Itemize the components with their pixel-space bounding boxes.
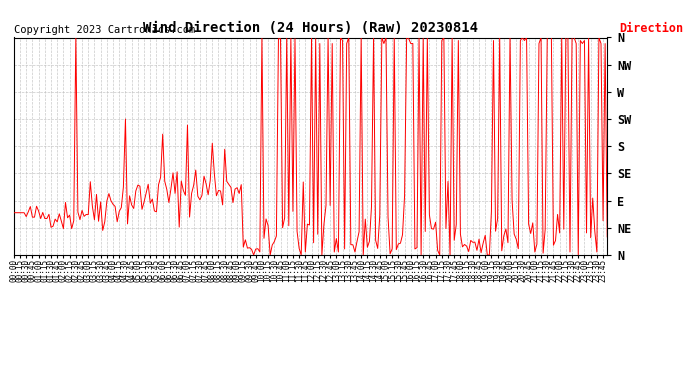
Text: Copyright 2023 Cartronics.com: Copyright 2023 Cartronics.com	[14, 26, 195, 35]
Text: Direction: Direction	[619, 22, 683, 35]
Title: Wind Direction (24 Hours) (Raw) 20230814: Wind Direction (24 Hours) (Raw) 20230814	[143, 21, 478, 35]
